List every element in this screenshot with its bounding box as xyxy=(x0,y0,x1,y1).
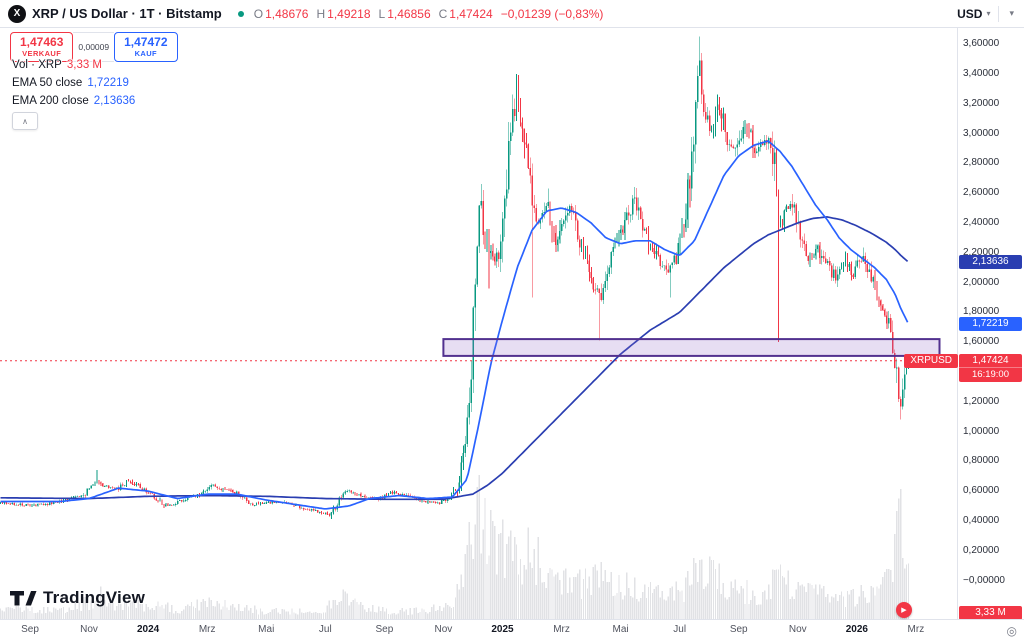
sell-button[interactable]: 1,47463 VERKAUF xyxy=(10,32,74,62)
price-tick: 0,60000 xyxy=(963,485,1000,497)
last-price-value: 1,47424 xyxy=(972,354,1009,366)
close-label: C xyxy=(438,6,448,21)
tradingview-logo-text: TradingView xyxy=(43,588,146,607)
collapse-arrow-icon: ∧ xyxy=(22,116,28,126)
ema200-line[interactable] xyxy=(0,216,909,501)
price-tick: 0,40000 xyxy=(963,514,1000,526)
buy-button[interactable]: 1,47472 KAUF xyxy=(114,32,178,62)
price-tick: 0,20000 xyxy=(963,544,1000,556)
ema50-line[interactable] xyxy=(0,140,909,510)
price-tick: 2,40000 xyxy=(963,216,1000,228)
ema50-label: EMA 50 close xyxy=(12,77,83,89)
open-label: O xyxy=(253,6,264,21)
price-tick: 2,60000 xyxy=(963,187,1000,199)
toolbar-divider xyxy=(998,5,1000,22)
price-tick: 3,60000 xyxy=(963,38,1000,50)
open-value: 1,48676 xyxy=(265,6,309,21)
symbol-title[interactable]: XRP / US Dollar · 1T · Bitstamp xyxy=(32,6,222,21)
time-tick: Mai xyxy=(258,624,275,635)
price-tick: 3,20000 xyxy=(963,97,1000,109)
volume-badge: 3,33 M xyxy=(959,606,1022,620)
sell-label: VERKAUF xyxy=(22,49,62,58)
bar-countdown: 16:19:00 xyxy=(959,366,1022,380)
time-tick: Mai xyxy=(612,624,629,635)
price-tick: 3,40000 xyxy=(963,67,1000,79)
currency-label: USD xyxy=(957,6,983,21)
time-tick: Nov xyxy=(788,624,807,635)
time-tick: Mrz xyxy=(198,624,216,635)
tradingview-watermark[interactable]: TradingView xyxy=(10,588,145,608)
price-tick: −0,00000 xyxy=(963,574,1005,586)
ema50-value: 1,72219 xyxy=(87,77,129,89)
xrp-logo-icon: X xyxy=(8,4,26,23)
market-status-icon xyxy=(237,10,244,17)
time-tick: 2026 xyxy=(845,624,868,635)
chart-pane[interactable]: 1,47463 VERKAUF 0,00009 1,47472 KAUF Vol… xyxy=(0,28,958,620)
price-tick: 1,80000 xyxy=(963,306,1000,318)
low-value: 1,46856 xyxy=(387,6,431,21)
ema50-price-badge: 1,72219 xyxy=(959,316,1022,331)
volume-value: 3,33 M xyxy=(66,59,103,71)
price-tick: 1,60000 xyxy=(963,336,1000,348)
ema200-label: EMA 200 close xyxy=(12,95,89,107)
candles xyxy=(0,36,910,520)
toolbar: X XRP / US Dollar · 1T · Bitstamp O 1,486… xyxy=(0,0,1024,28)
buy-price: 1,47472 xyxy=(124,35,168,49)
sell-price: 1,47463 xyxy=(20,35,64,49)
ema200-value: 2,13636 xyxy=(93,95,136,107)
currency-dropdown[interactable]: USD ▾ xyxy=(957,7,990,21)
scale-settings-icon[interactable]: ◎ xyxy=(1006,624,1017,638)
low-label: L xyxy=(378,6,386,21)
volume-label: Vol · XRP xyxy=(12,59,62,71)
toolbar-collapse-icon[interactable]: ▾ xyxy=(1009,8,1014,18)
time-tick: Nov xyxy=(80,624,98,635)
last-price-symbol-pill: XRPUSD xyxy=(904,353,958,368)
ohlc-readout: O 1,48676 H 1,49218 L 1,46856 C 1,47424 −0,0… xyxy=(254,7,604,21)
spread-value: 0,00009 xyxy=(73,32,115,62)
legend-collapse-button[interactable]: ∧ xyxy=(12,112,38,130)
time-tick: Nov xyxy=(434,624,453,635)
high-value: 1,49218 xyxy=(327,6,371,21)
time-tick: Sep xyxy=(729,624,748,635)
legend: Vol · XRP 3,33 M EMA 50 close 1,72219 EM… xyxy=(12,56,135,110)
time-tick: Sep xyxy=(375,624,394,635)
xrp-logo-letter: X xyxy=(13,8,21,19)
time-tick: Mrz xyxy=(907,624,925,635)
time-tick: 2025 xyxy=(491,624,514,635)
legend-row-ema50: EMA 50 close 1,72219 xyxy=(12,74,135,92)
close-value: 1,47424 xyxy=(449,6,493,21)
time-tick: Sep xyxy=(21,624,39,635)
legend-row-volume: Vol · XRP 3,33 M xyxy=(12,56,135,74)
last-price-badge: 1,47424 16:19:00 xyxy=(959,353,1022,382)
price-tick: 2,00000 xyxy=(963,276,1000,288)
toolbar-right: USD ▾ ▾ xyxy=(957,5,1016,22)
time-tick: Jul xyxy=(318,624,332,635)
high-label: H xyxy=(316,6,326,21)
time-tick: 2024 xyxy=(136,624,160,635)
time-tick: Jul xyxy=(673,624,687,635)
volume-bars xyxy=(0,475,910,620)
event-marker-icon[interactable]: ▶ xyxy=(896,602,912,618)
price-tick: 0,80000 xyxy=(963,455,1000,467)
buy-label: KAUF xyxy=(134,49,158,58)
legend-row-ema200: EMA 200 close 2,13636 xyxy=(12,92,135,110)
time-axis[interactable]: Sep Nov 2024 Mrz Mai Jul Sep Nov 2025 Mrz Mai Jul Se… xyxy=(0,619,1024,641)
price-tick: 1,00000 xyxy=(963,425,1000,437)
quote-panel: 1,47463 VERKAUF 0,00009 1,47472 KAUF xyxy=(10,32,178,62)
price-tick: 2,20000 xyxy=(963,246,1000,258)
change-value: −0,01239 (−0,83%) xyxy=(500,6,604,21)
candlestick-chart[interactable] xyxy=(0,28,958,620)
chevron-down-icon: ▾ xyxy=(986,8,991,18)
marker-glyph: ▶ xyxy=(901,607,907,614)
price-tick: 2,80000 xyxy=(963,157,1000,169)
tradingview-logo-icon xyxy=(10,590,37,605)
time-tick: Mrz xyxy=(553,624,570,635)
price-tick: 3,00000 xyxy=(963,127,1000,139)
price-tick: 1,20000 xyxy=(963,395,1000,407)
price-axis[interactable]: 2,13636 1,72219 1,47424 16:19:00 3,33 M … xyxy=(957,28,1024,620)
ema200-price-badge: 2,13636 xyxy=(959,255,1022,270)
support-zone[interactable] xyxy=(442,338,941,357)
